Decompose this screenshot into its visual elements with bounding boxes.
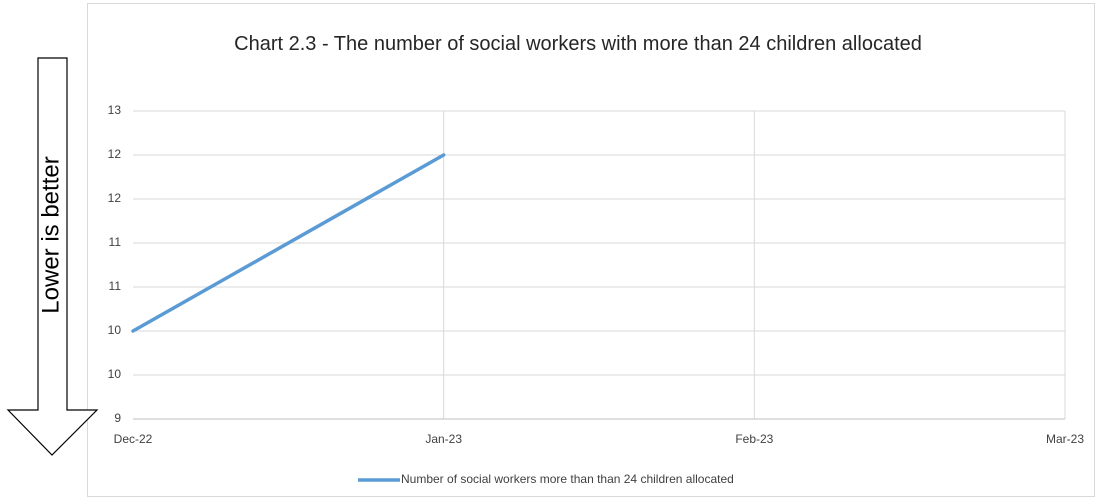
y-tick-label: 10 (108, 323, 122, 337)
x-tick-label: Dec-22 (114, 432, 153, 446)
legend-label: Number of social workers more than than … (401, 472, 734, 486)
x-tick-label: Feb-23 (735, 432, 773, 446)
x-tick-label: Jan-23 (425, 432, 462, 446)
annotation: Lower is better (37, 156, 64, 313)
y-tick-label: 12 (108, 191, 122, 205)
series-line (131, 153, 446, 333)
arrow (6, 57, 99, 456)
y-tick-label: 10 (108, 367, 122, 381)
chart-border (87, 3, 1095, 497)
y-tick-label: 11 (109, 235, 122, 249)
chart-title: Chart 2.3 - The number of social workers… (234, 33, 922, 55)
y-tick-label: 11 (109, 279, 122, 293)
y-tick-label: 12 (108, 147, 122, 161)
x-tick-label: Mar-23 (1046, 432, 1084, 446)
y-tick-label: 13 (108, 103, 122, 117)
y-tick-label: 9 (114, 411, 121, 425)
